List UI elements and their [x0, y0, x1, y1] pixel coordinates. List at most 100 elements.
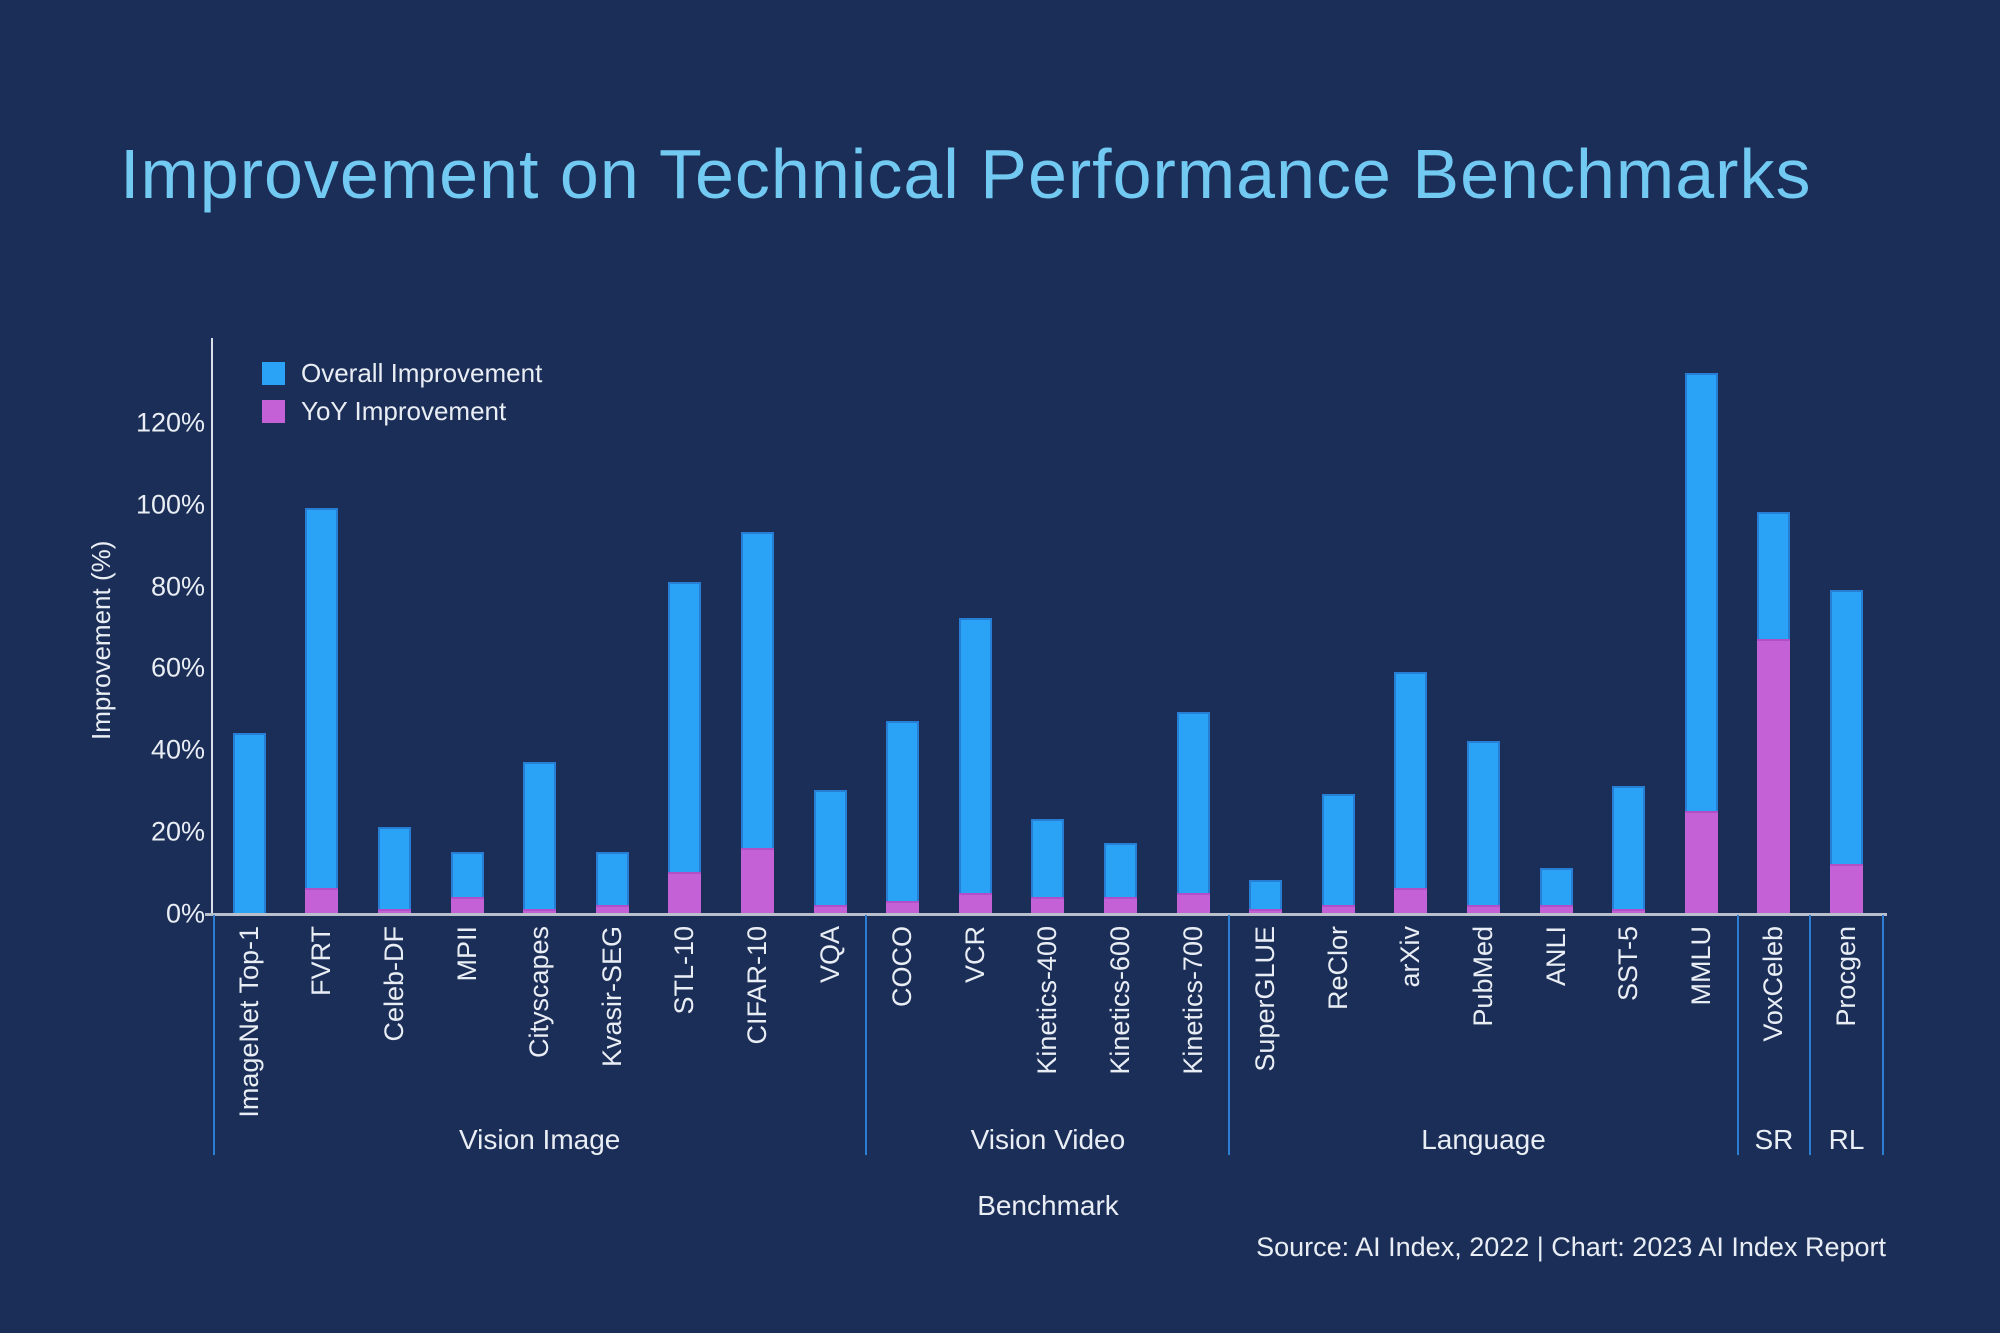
bar-procgen — [1830, 589, 1863, 913]
bar-mmlu — [1684, 372, 1718, 913]
bar-stl-10 — [668, 581, 702, 913]
overall-segment — [1176, 712, 1210, 913]
y-tick-label: 80% — [150, 571, 205, 602]
overall-segment — [886, 720, 920, 913]
yoy-segment — [1249, 908, 1283, 913]
x-tick-fvrt: FVRT — [306, 926, 337, 997]
group-label-sr: SR — [1754, 1124, 1794, 1155]
x-tick-pubmed: PubMed — [1468, 926, 1498, 1027]
bar-superglue — [1249, 880, 1283, 913]
overall-segment — [378, 827, 411, 913]
y-tick-label: 40% — [150, 734, 205, 765]
x-tick-vqa: VQA — [814, 926, 845, 984]
yoy-segment — [741, 847, 774, 913]
x-tick-celeb-df: Celeb-DF — [379, 926, 409, 1042]
bar-coco — [886, 720, 920, 913]
yoy-segment — [523, 908, 557, 913]
bar-kinetics-700 — [1176, 712, 1210, 913]
x-tick-sst-5: SST-5 — [1613, 926, 1644, 1002]
overall-swatch-icon — [262, 361, 285, 385]
x-tick-kinetics-400: Kinetics-400 — [1032, 926, 1063, 1075]
legend-label-overall: Overall Improvement — [301, 357, 543, 388]
bar-arxiv — [1394, 671, 1428, 913]
overall-segment — [668, 581, 702, 913]
group-separator — [1736, 915, 1739, 1155]
yoy-segment — [1830, 863, 1863, 913]
x-axis-baseline — [205, 913, 1887, 916]
group-label-vision-video: Vision Video — [970, 1124, 1126, 1155]
group-label-language: Language — [1421, 1124, 1546, 1155]
yoy-segment — [1757, 638, 1791, 913]
y-tick-label: 120% — [135, 407, 205, 438]
group-separator — [1881, 915, 1884, 1155]
overall-segment — [958, 618, 992, 913]
bar-fvrt — [305, 507, 339, 913]
yoy-segment — [813, 904, 847, 913]
x-tick-cifar-10: CIFAR-10 — [742, 926, 772, 1045]
group-separator — [1228, 915, 1231, 1155]
yoy-segment — [305, 888, 339, 913]
yoy-segment — [1539, 904, 1573, 913]
yoy-segment — [1394, 888, 1428, 913]
source-credit: Source: AI Index, 2022 | Chart: 2023 AI … — [1256, 1232, 1886, 1262]
bar-kinetics-600 — [1104, 843, 1137, 913]
x-tick-stl-10: STL-10 — [669, 926, 700, 1015]
y-tick-label: 0% — [165, 898, 205, 929]
yoy-segment — [958, 892, 992, 913]
overall-segment — [1830, 589, 1863, 913]
group-label-rl: RL — [1828, 1124, 1865, 1155]
group-separator — [1809, 915, 1812, 1155]
x-tick-superglue: SuperGLUE — [1250, 926, 1281, 1072]
yoy-segment — [668, 872, 702, 913]
overall-segment — [1394, 671, 1428, 913]
yoy-segment — [378, 908, 411, 913]
bar-vcr — [958, 618, 992, 913]
x-tick-arxiv: arXiv — [1395, 926, 1426, 988]
overall-segment — [1321, 794, 1355, 913]
overall-segment — [813, 790, 847, 913]
bar-sst-5 — [1612, 786, 1646, 913]
x-tick-mmlu: MMLU — [1685, 926, 1716, 1006]
group-separator — [865, 915, 868, 1155]
x-tick-reclor: ReClor — [1322, 926, 1353, 1011]
bar-cityscapes — [523, 761, 557, 913]
group-separator — [213, 915, 215, 1155]
y-tick-label: 60% — [150, 652, 205, 683]
x-tick-vcr: VCR — [959, 926, 990, 984]
yoy-segment — [1031, 896, 1065, 913]
overall-segment — [305, 507, 339, 913]
bar-voxceleb — [1757, 511, 1791, 913]
yoy-swatch-icon — [262, 399, 285, 423]
legend-item-overall: Overall Improvement — [262, 358, 542, 388]
y-axis-title: Improvement (%) — [86, 540, 116, 740]
x-tick-mpii: MPII — [451, 926, 482, 982]
x-axis-title: Benchmark — [977, 1190, 1119, 1221]
y-axis-line — [211, 338, 213, 916]
bar-anli — [1539, 867, 1573, 913]
legend-item-yoy: YoY Improvement — [262, 396, 542, 426]
x-tick-kinetics-700: Kinetics-700 — [1177, 926, 1208, 1075]
bar-celeb-df — [378, 827, 411, 913]
yoy-segment — [1467, 904, 1500, 913]
x-tick-cityscapes: Cityscapes — [524, 926, 555, 1059]
y-tick-label: 20% — [150, 816, 205, 847]
overall-segment — [232, 732, 266, 913]
overall-segment — [595, 851, 629, 913]
chart-title: Improvement on Technical Performance Ben… — [120, 135, 1812, 213]
overall-segment — [1249, 880, 1283, 913]
yoy-segment — [1612, 908, 1646, 913]
overall-segment — [1467, 741, 1500, 913]
yoy-segment — [450, 896, 484, 913]
yoy-segment — [1176, 892, 1210, 913]
yoy-segment — [886, 900, 920, 913]
x-tick-imagenet-top-1: ImageNet Top-1 — [233, 926, 264, 1118]
y-tick-label: 100% — [135, 489, 205, 520]
bar-vqa — [813, 790, 847, 913]
legend: Overall Improvement YoY Improvement — [262, 358, 542, 426]
legend-label-yoy: YoY Improvement — [301, 395, 507, 426]
bar-kvasir-seg — [595, 851, 629, 913]
bar-mpii — [450, 851, 484, 913]
x-tick-coco: COCO — [887, 926, 918, 1007]
x-tick-anli: ANLI — [1540, 926, 1571, 987]
